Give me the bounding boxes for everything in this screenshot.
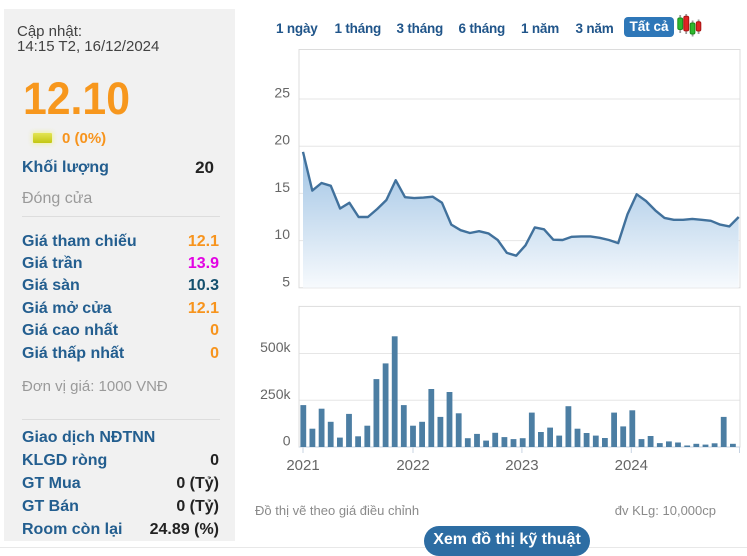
svg-text:2023: 2023 — [505, 457, 538, 474]
svg-text:0: 0 — [283, 433, 291, 449]
svg-text:20: 20 — [274, 132, 290, 148]
svg-text:10: 10 — [274, 226, 290, 242]
svg-text:25: 25 — [274, 85, 290, 101]
svg-text:2021: 2021 — [286, 457, 319, 474]
svg-text:15: 15 — [274, 179, 290, 195]
svg-text:250k: 250k — [260, 386, 291, 402]
svg-text:500k: 500k — [260, 339, 291, 355]
svg-text:2024: 2024 — [615, 457, 648, 474]
svg-text:5: 5 — [282, 273, 290, 289]
svg-text:2022: 2022 — [396, 457, 429, 474]
